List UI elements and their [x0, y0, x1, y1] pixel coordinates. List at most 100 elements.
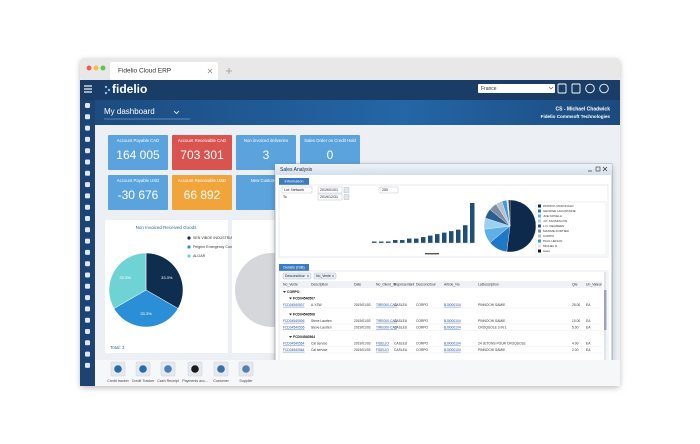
- table-cell: 25.00: [572, 303, 580, 307]
- sidebar-icon[interactable]: [85, 103, 90, 108]
- bar: [456, 229, 461, 243]
- bar: [428, 235, 433, 243]
- sidebar-icon[interactable]: [85, 306, 90, 312]
- new-tab[interactable]: [226, 68, 232, 74]
- widget-title: Non Invoiced Received Goods: [136, 225, 198, 230]
- table-cell: PINNOCHI SAMIE: [478, 348, 506, 352]
- date-field[interactable]: [317, 193, 343, 201]
- group-toggle[interactable]: [289, 313, 292, 316]
- pie-label: 33.3%: [120, 275, 132, 280]
- kpi-value: 0: [327, 148, 334, 162]
- sidebar-icon[interactable]: [85, 238, 90, 244]
- sidebar-icon[interactable]: [85, 283, 90, 289]
- page-menu-chevron[interactable]: [173, 110, 180, 115]
- header-icon[interactable]: [585, 83, 595, 94]
- column-header: Qte: [572, 282, 578, 286]
- legend-label: SEN VIBOE INDUSTRIAL CO. LTD: [193, 236, 250, 240]
- group-chip[interactable]: [282, 272, 312, 280]
- sidebar-icon[interactable]: [85, 136, 90, 142]
- shortcut-label: Supplier: [239, 379, 253, 383]
- sidebar-icon[interactable]: [85, 159, 90, 165]
- table-cell: EA: [586, 348, 591, 352]
- sidebar-icon[interactable]: [85, 204, 90, 210]
- legend-swatch: [538, 244, 541, 248]
- bar: [372, 241, 377, 243]
- pie-slice: [145, 252, 184, 309]
- sidebar-icon[interactable]: [85, 362, 90, 368]
- company-select[interactable]: [478, 84, 555, 93]
- sidebar-icon[interactable]: [85, 193, 90, 199]
- bar: [407, 238, 412, 243]
- group-toggle[interactable]: [289, 336, 292, 338]
- dialog-close[interactable]: [602, 166, 608, 172]
- table-cell: EA: [586, 325, 591, 329]
- group-chip[interactable]: [313, 272, 337, 280]
- chip-remove[interactable]: [331, 274, 335, 278]
- sidebar-icon[interactable]: [85, 329, 90, 334]
- legend-swatch: [187, 245, 191, 249]
- kpi-tile[interactable]: [172, 135, 232, 170]
- table-cell: 4.00: [572, 341, 579, 345]
- shortcut-label: Credit tracker: [107, 379, 129, 383]
- sidebar-icon[interactable]: [85, 249, 90, 255]
- sidebar-icon[interactable]: [85, 182, 90, 188]
- group-toggle[interactable]: [283, 291, 286, 293]
- sidebar-icon[interactable]: [85, 351, 90, 357]
- kpi-label: Non invoiced deliveries: [244, 138, 288, 143]
- sidebar-icon[interactable]: [85, 272, 90, 278]
- sidebar-icon[interactable]: [85, 125, 90, 131]
- table-cell: FCD04540506: [283, 325, 305, 329]
- table-cell: A-YZW: [311, 303, 323, 307]
- header-icon[interactable]: [571, 83, 581, 94]
- scroll-thumb[interactable]: [604, 290, 607, 330]
- details-tab[interactable]: [279, 264, 309, 271]
- table-cell: BJ0000104: [444, 348, 461, 352]
- sidebar-icon[interactable]: [85, 295, 90, 301]
- sidebar-icon[interactable]: [85, 114, 90, 120]
- kpi-tile[interactable]: [108, 135, 168, 170]
- kpi-tile[interactable]: [300, 135, 360, 170]
- table-cell: CASLEU: [394, 341, 408, 345]
- bar: [393, 240, 398, 243]
- kpi-tile[interactable]: [236, 135, 296, 170]
- date-field[interactable]: [317, 186, 343, 194]
- filter-select[interactable]: [281, 186, 313, 194]
- header-icon[interactable]: [599, 83, 609, 94]
- tab-close[interactable]: [207, 68, 213, 74]
- table-cell: FCD04540506: [283, 319, 305, 323]
- browser-tab[interactable]: [110, 62, 218, 80]
- table-cell: FCD04540507: [283, 303, 305, 307]
- column-header: Representant: [394, 282, 414, 286]
- sidebar-icon[interactable]: [85, 170, 90, 176]
- sidebar-icon[interactable]: [85, 317, 90, 323]
- calendar-button[interactable]: [343, 187, 350, 193]
- table-cell: CASLEU: [394, 303, 408, 307]
- kpi-label: Account Receivable CAD: [178, 138, 226, 143]
- calendar-button[interactable]: [343, 194, 350, 200]
- kpi-tile[interactable]: [172, 175, 232, 210]
- kpi-tile[interactable]: [108, 175, 168, 210]
- legend-label: PATRICK MCDONALD: [543, 204, 574, 208]
- group-row: FCD04540507: [293, 296, 315, 300]
- table-cell: 5.00: [572, 325, 579, 329]
- group-toggle[interactable]: [289, 297, 292, 300]
- pie-label: 33.3%: [161, 275, 173, 280]
- chart-scroll[interactable]: [425, 253, 439, 255]
- sidebar-icon[interactable]: [85, 340, 90, 346]
- legend-label: GEORGE LAFONTAINE: [543, 209, 576, 213]
- window-control[interactable]: [100, 65, 106, 71]
- info-tab[interactable]: [279, 178, 309, 185]
- header-icon[interactable]: [557, 83, 567, 94]
- window-control[interactable]: [86, 65, 92, 71]
- table-cell: 2019/01/03: [354, 319, 371, 323]
- table-cell: TIRE000-CAD: [376, 303, 398, 307]
- dialog-maximize[interactable]: [595, 166, 601, 172]
- sidebar-icon[interactable]: [85, 227, 90, 233]
- sidebar-icon[interactable]: [85, 216, 90, 221]
- window-control[interactable]: [93, 65, 99, 71]
- sidebar-icon[interactable]: [85, 148, 90, 154]
- sidebar-icon[interactable]: [85, 261, 90, 267]
- table-cell: FCD04540564: [283, 341, 305, 345]
- chip-remove[interactable]: [306, 274, 310, 278]
- limit-field[interactable]: [379, 186, 399, 194]
